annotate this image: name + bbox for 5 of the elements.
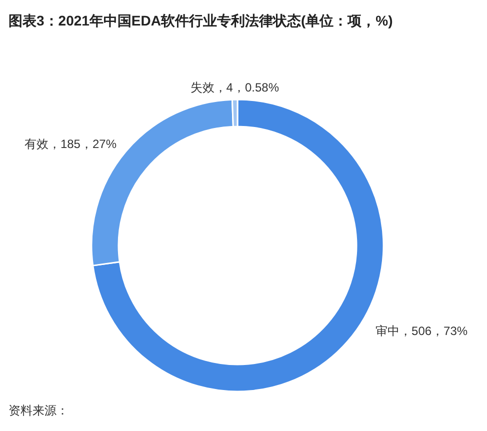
chart-title: 图表3：2021年中国EDA软件行业专利法律状态(单位：项，%) (8, 12, 393, 28)
slice-label: 失效，4，0.58% (190, 80, 280, 95)
slice-label: 审中，506，73% (376, 324, 468, 338)
text: 资料来源： (8, 404, 68, 418)
slice-label: 有效，185，27% (24, 136, 117, 151)
